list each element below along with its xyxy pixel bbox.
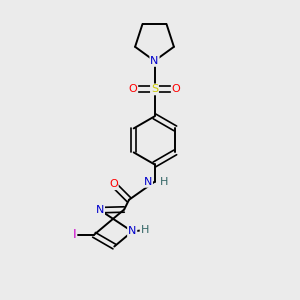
Text: H: H — [160, 177, 168, 187]
Text: H: H — [141, 225, 149, 235]
Text: O: O — [128, 84, 137, 94]
Text: N: N — [96, 205, 104, 215]
Text: N: N — [150, 56, 159, 66]
Text: O: O — [172, 84, 181, 94]
Text: S: S — [151, 84, 158, 94]
Text: I: I — [73, 228, 76, 241]
Text: N: N — [144, 177, 152, 187]
Text: N: N — [128, 226, 136, 236]
Text: O: O — [109, 179, 118, 189]
